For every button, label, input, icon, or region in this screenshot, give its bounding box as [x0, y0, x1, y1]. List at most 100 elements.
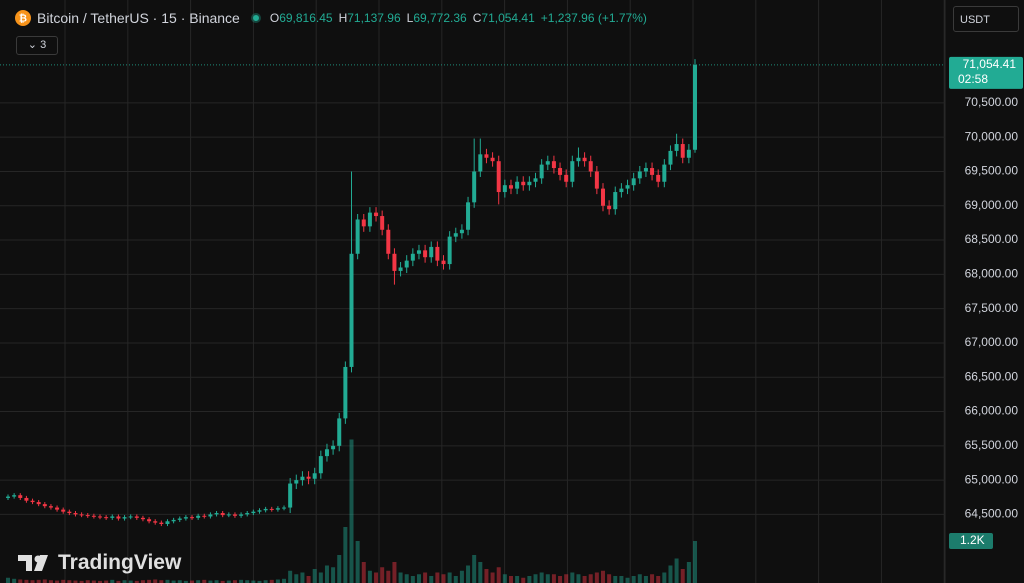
candle-body	[294, 480, 299, 484]
candle-body	[220, 513, 225, 516]
candle-body	[42, 504, 47, 507]
candle-body	[67, 511, 72, 514]
volume-bar	[576, 574, 581, 583]
candle-body	[251, 511, 256, 514]
brand-logo: TradingView	[18, 551, 181, 575]
candle-body	[288, 483, 293, 508]
volume-bar	[79, 580, 84, 583]
volume-bar	[220, 580, 225, 583]
volume-bar	[171, 580, 176, 583]
h-value: 71,137.96	[347, 11, 401, 25]
candle-body	[98, 516, 103, 518]
candle-body	[269, 508, 274, 510]
volume-bar	[98, 580, 103, 583]
volume-bar	[257, 580, 262, 583]
volume-bar	[466, 565, 471, 583]
volume-bar	[582, 576, 587, 583]
candle-body	[674, 144, 679, 151]
candle-body	[128, 516, 133, 518]
volume-bar	[386, 570, 391, 583]
volume-bar	[12, 578, 17, 583]
candle-body	[668, 150, 673, 165]
volume-bar	[85, 580, 90, 583]
candle-body	[140, 517, 145, 520]
volume-bar	[288, 570, 293, 583]
last-price-box	[949, 56, 1023, 89]
volume-bar	[515, 576, 520, 583]
candle-body	[73, 513, 78, 515]
volume-bar	[656, 576, 661, 583]
volume-bar	[588, 574, 593, 583]
symbol[interactable]: Bitcoin / TetherUS · 15 · Binance	[37, 10, 240, 26]
volume-bar	[110, 579, 115, 583]
volume-bar	[435, 572, 440, 583]
currency: USDT	[960, 14, 990, 26]
candle-body	[404, 260, 409, 268]
candle-body	[257, 510, 262, 512]
candle-body	[472, 171, 477, 203]
volume-bar	[643, 576, 648, 583]
candle-body	[386, 229, 391, 254]
volume-bar	[282, 578, 287, 583]
y-tick-label: 65,500.00	[965, 438, 1019, 452]
volume-bar	[147, 579, 152, 583]
volume-bar	[251, 580, 256, 583]
candle-body	[490, 157, 495, 162]
volume-bar	[631, 576, 636, 583]
candle-body	[631, 178, 636, 186]
candle-body	[171, 519, 176, 522]
volume-label-box	[949, 533, 993, 549]
candle-body	[693, 64, 697, 150]
candle-body	[619, 188, 624, 193]
volume-bar	[447, 572, 452, 583]
legend: ₿ Bitcoin / TetherUS · 15 · Binance O 69,…	[14, 9, 653, 27]
volume-bar	[214, 580, 219, 583]
candle-body	[18, 495, 23, 498]
volume-bar	[140, 580, 145, 583]
candle-body	[380, 216, 385, 230]
candle-body	[214, 513, 219, 515]
candle-body	[551, 161, 556, 169]
volume-bar	[429, 576, 434, 583]
candle-body	[85, 515, 90, 517]
candle-body	[48, 506, 53, 508]
y-tick-label: 68,000.00	[965, 267, 1019, 281]
candle-body	[515, 181, 520, 189]
volume-bar	[294, 574, 299, 583]
candle-body	[147, 519, 152, 522]
candle-body	[374, 212, 379, 217]
volume-bar	[459, 570, 464, 583]
o-value: 69,816.45	[279, 11, 333, 25]
chevron: ⌄	[27, 39, 41, 51]
candle-body	[183, 517, 188, 519]
volume-bar	[269, 579, 274, 583]
volume-bar	[545, 574, 550, 583]
volume-bar	[619, 576, 624, 583]
candle-body	[91, 515, 96, 517]
currency-select[interactable]: USDT	[953, 6, 1019, 32]
volume-bar	[159, 580, 164, 583]
volume-label: 1.2K	[960, 533, 985, 547]
candle-body	[423, 250, 428, 258]
volume-bar	[472, 555, 477, 583]
candle-body	[300, 476, 305, 481]
volume-bar	[613, 576, 618, 583]
volume-bar	[367, 570, 372, 583]
volume-bar	[441, 574, 446, 583]
volume-bar	[668, 565, 673, 583]
volume-bar	[355, 541, 360, 583]
volume-bar	[607, 574, 612, 583]
volume-bar	[6, 577, 10, 583]
candle-body	[545, 161, 550, 165]
candle-body	[30, 500, 35, 503]
l-label: L	[406, 11, 414, 25]
volume-bar	[478, 562, 483, 583]
volume-bar	[104, 580, 109, 583]
candle-body	[104, 517, 109, 519]
volume-bar	[380, 567, 385, 583]
indicators-toggle[interactable]: ⌄ 3	[16, 36, 58, 55]
y-tick-label: 68,500.00	[965, 232, 1019, 246]
candle-body	[484, 154, 489, 158]
candle-body	[656, 174, 661, 182]
